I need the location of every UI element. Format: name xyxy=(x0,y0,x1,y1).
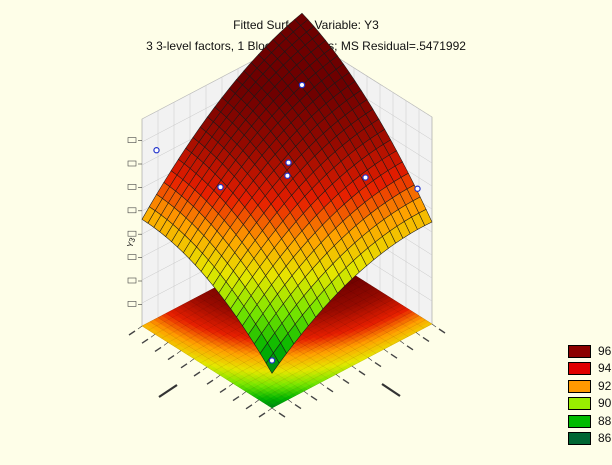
legend-label: 92 xyxy=(598,378,612,393)
y-tick-label xyxy=(358,370,366,376)
y-tick-label xyxy=(374,362,382,368)
y-tick-label xyxy=(422,336,430,342)
y-tick-label xyxy=(326,387,334,393)
observed-point xyxy=(217,183,224,191)
legend-label: 90 xyxy=(598,396,612,411)
surface-mesh xyxy=(141,12,433,374)
legend-swatch xyxy=(568,397,591,411)
floor-gridline xyxy=(226,295,387,380)
y-tick xyxy=(399,340,405,345)
x-tick xyxy=(241,391,247,395)
x-tick-label xyxy=(141,338,149,344)
y-tick xyxy=(287,399,293,403)
axis-ticks xyxy=(127,137,446,418)
y-tick-label xyxy=(294,404,302,410)
z-axis-label: Y3 xyxy=(125,236,137,249)
floor-gridline xyxy=(181,304,313,388)
x-tick-label xyxy=(154,346,162,352)
z-tick-label xyxy=(127,160,137,167)
y-tick-label xyxy=(390,353,398,359)
legend-swatch xyxy=(568,431,591,445)
y-tick xyxy=(319,382,325,387)
y-tick-label xyxy=(342,378,350,384)
observed-point xyxy=(414,185,421,192)
y-tick-label xyxy=(438,328,446,334)
x-tick xyxy=(189,358,195,363)
y-tick-label xyxy=(278,412,286,418)
floor-gridline xyxy=(245,307,407,392)
y-tick-label xyxy=(310,395,318,401)
y-tick xyxy=(383,348,389,353)
legend-swatch xyxy=(568,362,591,376)
y-tick-label xyxy=(406,345,414,351)
floor-gridline xyxy=(173,309,305,392)
observed-point xyxy=(362,174,369,181)
x-tick-label xyxy=(180,363,188,369)
x-tick xyxy=(176,350,182,354)
z-tick-label xyxy=(127,301,137,307)
floor-gridline xyxy=(149,321,281,404)
y-tick xyxy=(351,365,357,370)
legend-label: 96 xyxy=(598,344,612,358)
y-tick xyxy=(431,323,437,328)
z-tick-label xyxy=(127,207,137,214)
x-tick xyxy=(150,333,156,338)
x-tick-label xyxy=(128,330,136,336)
floor-gridline xyxy=(265,319,426,405)
x-tick xyxy=(267,407,273,412)
floor-gridline xyxy=(258,315,420,400)
observed-point xyxy=(268,357,276,364)
legend-label: 86 xyxy=(598,430,612,445)
observed-point xyxy=(298,81,306,89)
legend-label: 88 xyxy=(598,413,612,428)
y-axis-title xyxy=(381,383,401,397)
floor-gridline xyxy=(239,303,400,388)
x-tick-label xyxy=(258,412,266,418)
floor-gridline xyxy=(157,317,289,400)
x-tick xyxy=(202,366,208,371)
z-tick-label xyxy=(127,254,137,260)
x-tick xyxy=(228,383,234,387)
floor-gridline xyxy=(252,311,413,396)
x-tick xyxy=(254,399,260,404)
x-tick xyxy=(215,374,221,379)
x-axis-title xyxy=(158,384,178,398)
z-tick-label xyxy=(127,137,137,143)
x-tick-label xyxy=(193,371,201,377)
x-tick xyxy=(137,325,143,330)
observed-points xyxy=(153,81,421,364)
z-tick-label xyxy=(127,184,137,190)
z-tick-label xyxy=(127,230,137,237)
y-tick xyxy=(367,357,373,361)
legend-swatch xyxy=(568,414,591,428)
legend-swatch xyxy=(568,345,591,358)
observed-point xyxy=(153,147,160,154)
y-tick xyxy=(415,332,421,336)
z-tick-label xyxy=(127,277,137,284)
y-tick xyxy=(303,390,309,395)
floor-gridline xyxy=(165,313,297,396)
y-tick xyxy=(335,374,341,378)
x-tick-label xyxy=(167,355,175,361)
legend-label: 94 xyxy=(598,361,612,376)
legend-swatch xyxy=(568,379,591,393)
observed-point xyxy=(284,172,291,179)
observed-point xyxy=(285,159,292,166)
x-tick-label xyxy=(245,404,253,410)
floor-gridline xyxy=(232,299,394,384)
x-tick-label xyxy=(232,396,240,402)
y-tick xyxy=(271,407,277,412)
x-tick-label xyxy=(219,387,227,393)
x-tick-label xyxy=(206,379,214,385)
x-tick xyxy=(163,342,169,346)
